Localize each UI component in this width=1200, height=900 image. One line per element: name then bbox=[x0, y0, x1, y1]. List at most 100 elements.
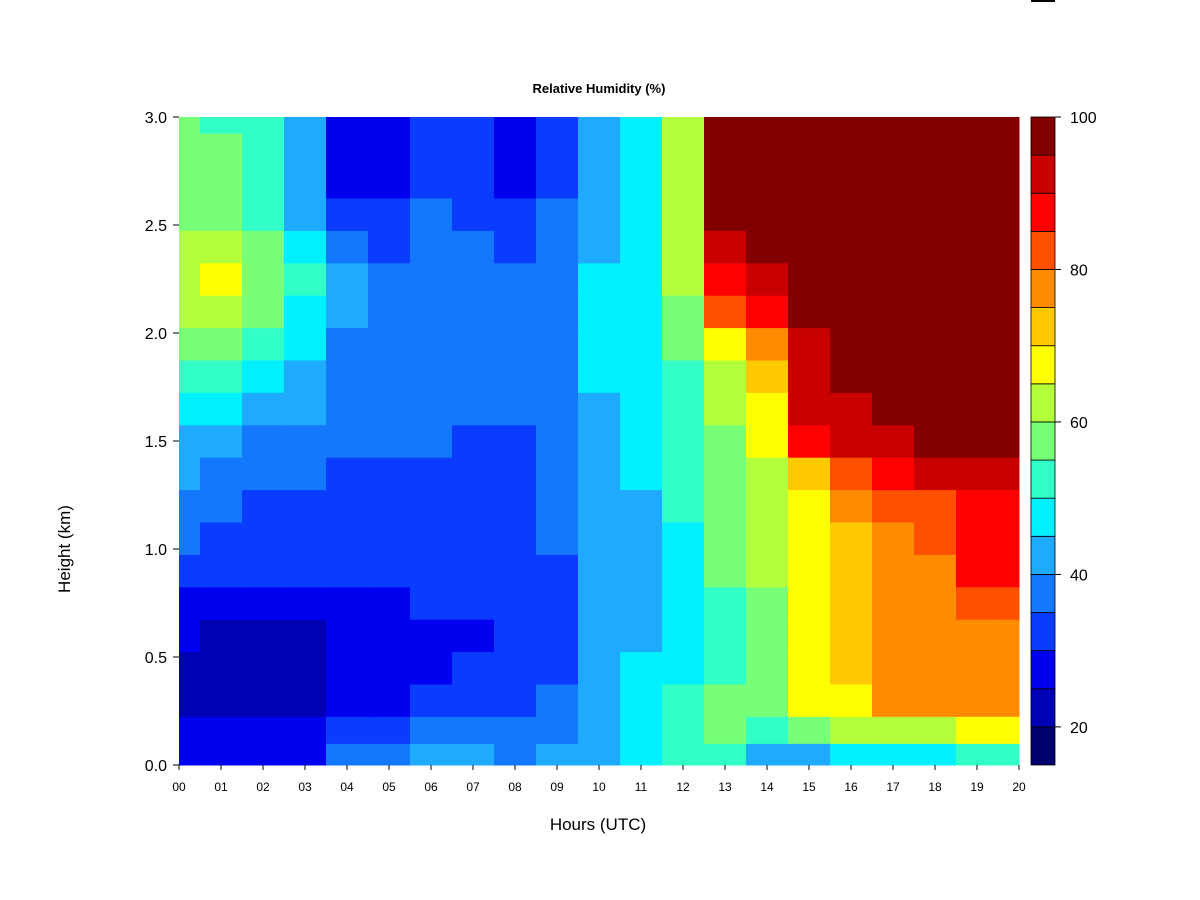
heatmap-cell bbox=[410, 684, 453, 717]
heatmap-cell bbox=[536, 457, 579, 491]
heatmap-cell bbox=[452, 198, 495, 231]
heatmap-cell bbox=[956, 651, 999, 685]
heatmap-cell bbox=[704, 716, 747, 744]
heatmap-cell bbox=[368, 586, 411, 620]
x-tick-label: 11 bbox=[635, 780, 648, 794]
heatmap-cell bbox=[620, 360, 663, 393]
heatmap-cell bbox=[536, 424, 579, 458]
heatmap-cell bbox=[704, 489, 747, 523]
heatmap-cell bbox=[368, 117, 411, 134]
heatmap-cell bbox=[746, 716, 789, 744]
x-tick-label: 03 bbox=[298, 780, 312, 794]
heatmap-cell bbox=[410, 392, 453, 426]
heatmap-cell bbox=[746, 117, 789, 134]
heatmap-cell bbox=[368, 716, 411, 744]
heatmap-cell bbox=[746, 619, 789, 653]
heatmap-cell bbox=[368, 743, 411, 766]
heatmap-cell bbox=[914, 327, 957, 361]
heatmap-cell bbox=[242, 716, 285, 744]
heatmap-cell bbox=[998, 743, 1020, 766]
heatmap-cell bbox=[368, 230, 411, 264]
heatmap-cell bbox=[998, 716, 1020, 744]
x-tick-label: 05 bbox=[382, 780, 396, 794]
heatmap-cell bbox=[704, 684, 747, 717]
heatmap-cell bbox=[494, 743, 537, 766]
heatmap-cell bbox=[956, 619, 999, 653]
x-tick-label: 06 bbox=[424, 780, 438, 794]
heatmap-cell bbox=[578, 522, 621, 555]
heatmap-cell bbox=[788, 360, 831, 393]
colorbar-tick-label: 100 bbox=[1070, 110, 1097, 127]
heatmap-cell bbox=[284, 392, 327, 426]
heatmap-cell bbox=[830, 619, 873, 653]
heatmap-cell bbox=[326, 457, 369, 491]
heatmap-cell bbox=[746, 522, 789, 555]
heatmap-cell bbox=[620, 165, 663, 199]
colorbar-segment bbox=[1030, 383, 1056, 423]
heatmap-cell bbox=[284, 230, 327, 264]
heatmap-cell bbox=[830, 424, 873, 458]
heatmap-cell bbox=[872, 117, 915, 134]
heatmap-cell bbox=[368, 522, 411, 555]
y-tick-label: 1.0 bbox=[145, 542, 167, 559]
heatmap-cell bbox=[494, 165, 537, 199]
heatmap-cell bbox=[956, 586, 999, 620]
heatmap-cell bbox=[746, 743, 789, 766]
heatmap-cell bbox=[998, 586, 1020, 620]
heatmap-cell bbox=[200, 360, 243, 393]
heatmap-cell bbox=[788, 424, 831, 458]
heatmap-cell bbox=[242, 424, 285, 458]
heatmap-cell bbox=[620, 295, 663, 329]
heatmap-cell bbox=[494, 117, 537, 134]
heatmap-cell bbox=[998, 117, 1020, 134]
heatmap-cell bbox=[179, 684, 201, 717]
heatmap-cell bbox=[368, 360, 411, 393]
heatmap-cell bbox=[872, 743, 915, 766]
heatmap-cell bbox=[872, 230, 915, 264]
heatmap-cell bbox=[914, 684, 957, 717]
heatmap-cell bbox=[179, 165, 201, 199]
heatmap-cell bbox=[620, 424, 663, 458]
x-axis-label: Hours (UTC) bbox=[550, 815, 646, 834]
x-tick-label: 12 bbox=[676, 780, 690, 794]
heatmap-cell bbox=[578, 392, 621, 426]
heatmap-cell bbox=[200, 262, 243, 296]
heatmap-cell bbox=[914, 295, 957, 329]
heatmap-cell bbox=[200, 457, 243, 491]
y-tick-label: 1.5 bbox=[145, 434, 167, 451]
colorbar-tick-label: 80 bbox=[1070, 262, 1088, 279]
heatmap-cell bbox=[494, 198, 537, 231]
heatmap-cell bbox=[662, 651, 705, 685]
heatmap-cell bbox=[788, 716, 831, 744]
x-tick-label: 20 bbox=[1012, 780, 1026, 794]
heatmap-cell bbox=[284, 198, 327, 231]
heatmap-cell bbox=[704, 586, 747, 620]
heatmap-cell bbox=[830, 133, 873, 167]
heatmap-cell bbox=[998, 554, 1020, 588]
heatmap-cell bbox=[179, 489, 201, 523]
heatmap-cell bbox=[998, 327, 1020, 361]
heatmap-cell bbox=[704, 743, 747, 766]
heatmap-cell bbox=[998, 230, 1020, 264]
heatmap-cell bbox=[179, 262, 201, 296]
heatmap-cell bbox=[242, 133, 285, 167]
heatmap-cell bbox=[620, 586, 663, 620]
heatmap-cell bbox=[242, 360, 285, 393]
heatmap-cell bbox=[998, 457, 1020, 491]
heatmap-cell bbox=[284, 262, 327, 296]
heatmap-cell bbox=[284, 165, 327, 199]
heatmap-cell bbox=[830, 230, 873, 264]
heatmap-cell bbox=[368, 554, 411, 588]
heatmap-cell bbox=[326, 133, 369, 167]
heatmap-cell bbox=[956, 392, 999, 426]
heatmap-cell bbox=[452, 117, 495, 134]
heatmap-cell bbox=[452, 619, 495, 653]
colorbar-segment bbox=[1030, 421, 1056, 461]
heatmap-cell bbox=[200, 198, 243, 231]
heatmap-cell bbox=[830, 327, 873, 361]
heatmap-cell bbox=[179, 133, 201, 167]
heatmap-cell bbox=[956, 457, 999, 491]
heatmap-cell bbox=[998, 392, 1020, 426]
y-tick-label: 3.0 bbox=[145, 110, 167, 127]
heatmap-cell bbox=[872, 198, 915, 231]
